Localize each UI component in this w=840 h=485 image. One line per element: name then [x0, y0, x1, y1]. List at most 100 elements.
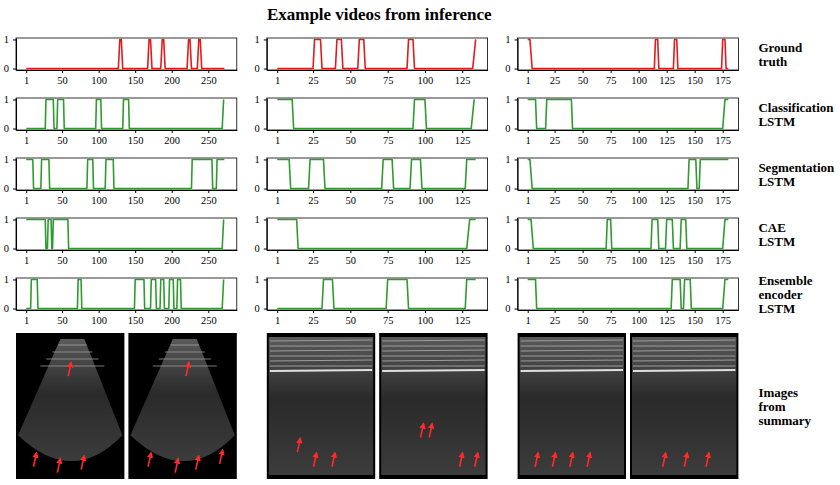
- row-label-line: Ground: [758, 40, 803, 55]
- tick: 1: [24, 250, 29, 266]
- tick-mark: [425, 310, 426, 313]
- tick-mark: [425, 190, 426, 193]
- tick: 1: [255, 274, 267, 285]
- tick-mark: [388, 310, 389, 313]
- row-label-line: summary: [758, 413, 811, 428]
- tick: 1: [505, 154, 517, 165]
- tick: 125: [455, 310, 471, 326]
- axis-line: [16, 219, 17, 251]
- tick-mark: [172, 190, 173, 193]
- row-label-line: encoder: [758, 287, 802, 302]
- tick: 175: [715, 130, 731, 146]
- tick-mark: [99, 70, 100, 73]
- red-arrow: [475, 453, 478, 467]
- plot-area: [277, 219, 475, 248]
- tick-mark: [611, 310, 612, 313]
- tick: 1: [255, 214, 267, 225]
- tick: 0: [4, 123, 16, 134]
- tick: 1: [505, 34, 517, 45]
- tick-mark: [611, 250, 612, 253]
- tick-mark: [388, 70, 389, 73]
- tick-label: 50: [57, 255, 68, 266]
- tick-label: 1: [526, 195, 531, 206]
- tick-label: 100: [631, 315, 647, 326]
- tick-mark: [528, 190, 529, 193]
- plot-area: [277, 99, 474, 128]
- tick-label: 0: [255, 123, 260, 134]
- tick-mark: [13, 159, 16, 160]
- tick-label: 1: [505, 274, 510, 285]
- tick-label: 100: [418, 255, 434, 266]
- tick-mark: [135, 70, 136, 73]
- tick-mark: [667, 250, 668, 253]
- tick: 1: [526, 310, 531, 326]
- tick-label: 250: [201, 315, 217, 326]
- tick: 250: [201, 130, 217, 146]
- tick: 150: [128, 310, 144, 326]
- tick-label: 125: [659, 255, 675, 266]
- tick-label: 100: [418, 75, 434, 86]
- tick-mark: [425, 250, 426, 253]
- tick-label: 150: [128, 75, 144, 86]
- axis-line: [518, 219, 519, 251]
- tick-label: 150: [687, 135, 703, 146]
- tick-label: 0: [4, 183, 9, 194]
- x-axis: 1255075100125150175: [518, 250, 739, 266]
- tick-label: 250: [201, 255, 217, 266]
- tick: 100: [631, 190, 647, 206]
- tick-label: 100: [91, 315, 107, 326]
- tick-mark: [515, 219, 518, 220]
- tick-mark: [350, 310, 351, 313]
- tick-mark: [13, 219, 16, 220]
- tick-mark: [611, 190, 612, 193]
- tick-mark: [264, 129, 267, 130]
- tick-label: 50: [578, 135, 589, 146]
- tick-mark: [313, 250, 314, 253]
- signal-line: [528, 39, 729, 68]
- tick-label: 25: [550, 315, 561, 326]
- row-label: Groundtruth: [758, 40, 803, 69]
- tick: 200: [164, 190, 180, 206]
- tick-mark: [13, 249, 16, 250]
- tick-label: 100: [418, 195, 434, 206]
- tick-mark: [667, 130, 668, 133]
- x-axis: 150100150200250: [17, 190, 238, 206]
- panel: 125507510012515017501: [505, 34, 739, 85]
- signal-line: [277, 159, 475, 188]
- tick-mark: [13, 189, 16, 190]
- tick-label: 1: [24, 135, 29, 146]
- tissue-line: [633, 356, 735, 357]
- signal-line: [277, 219, 475, 248]
- tick: 0: [4, 243, 16, 254]
- signal-line: [26, 159, 224, 188]
- tick-mark: [462, 250, 463, 253]
- tick-label: 0: [505, 123, 510, 134]
- tick-mark: [611, 130, 612, 133]
- tick-label: 125: [455, 135, 471, 146]
- tick-label: 1: [255, 154, 260, 165]
- tissue-line: [521, 370, 623, 371]
- signal-line: [277, 99, 474, 128]
- tick: 150: [128, 130, 144, 146]
- signal-line: [528, 219, 729, 248]
- tick: 50: [57, 310, 68, 326]
- tick: 100: [631, 70, 647, 86]
- tick: 50: [346, 310, 357, 326]
- tick-mark: [555, 130, 556, 133]
- panel: 125507510012515017501: [505, 94, 739, 145]
- tick-mark: [462, 70, 463, 73]
- tick: 100: [418, 130, 434, 146]
- tick-label: 1: [24, 315, 29, 326]
- tick: 25: [308, 130, 319, 146]
- image-background: [518, 333, 626, 479]
- tick-mark: [462, 130, 463, 133]
- plot-frame: [518, 98, 739, 130]
- tick: 50: [57, 250, 68, 266]
- panel: 125507510012515017501: [505, 214, 739, 265]
- tick: 150: [687, 190, 703, 206]
- tick-label: 75: [606, 255, 617, 266]
- tick-mark: [695, 130, 696, 133]
- panel: 15010015020025001: [4, 94, 238, 145]
- axis-line: [518, 159, 519, 191]
- axis-line: [17, 130, 238, 131]
